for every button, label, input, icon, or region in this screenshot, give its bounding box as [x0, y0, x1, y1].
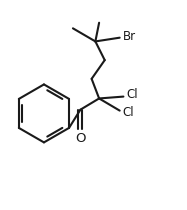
Text: Cl: Cl [126, 88, 138, 101]
Text: Br: Br [122, 30, 136, 43]
Text: O: O [75, 132, 86, 145]
Text: Cl: Cl [122, 106, 134, 119]
